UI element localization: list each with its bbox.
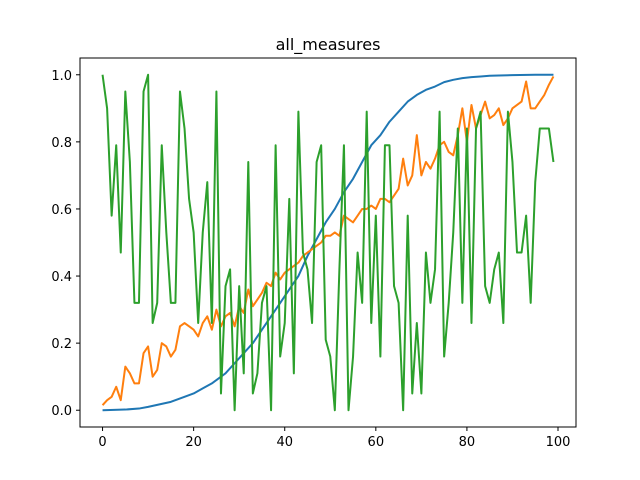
x-tick-label: 20 [185,435,202,450]
x-tick-label: 40 [276,435,293,450]
chart-title: all_measures [276,35,381,55]
y-axis: 0.0 0.2 0.4 0.6 0.8 1.0 [51,69,80,419]
y-tick-label: 0.2 [51,337,72,352]
y-tick-label: 0.6 [51,203,72,218]
y-tick-label: 0.4 [51,270,72,285]
series-line-2 [101,75,555,406]
series-line-3 [101,73,555,412]
x-axis: 0 20 40 60 80 100 [98,427,570,450]
plot-area [101,73,555,412]
axes-frame [79,57,577,428]
y-tick-label: 1.0 [51,69,72,84]
y-tick-label: 0.0 [51,404,72,419]
x-tick-label: 60 [368,435,385,450]
x-tick-label: 80 [459,435,476,450]
series-line-1 [102,73,554,412]
y-tick-label: 0.8 [51,136,72,151]
x-tick-label: 0 [98,435,106,450]
x-tick-label: 100 [546,435,571,450]
